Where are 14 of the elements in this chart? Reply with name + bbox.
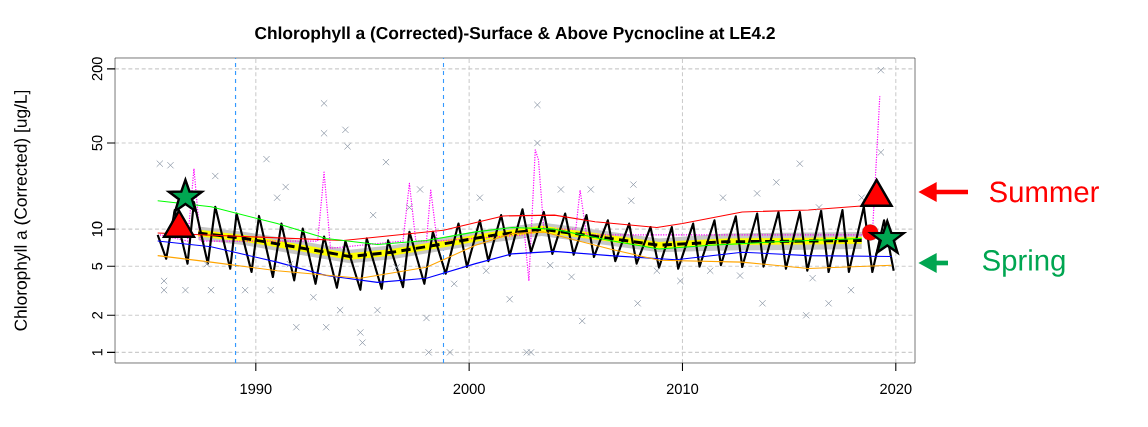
text: Summer [989,181,1099,203]
y-axis-title: Chlorophyll a (Corrected) [ug/L] [14,90,31,331]
text: Spring [982,249,1065,277]
x-tick-label: 1990 [240,383,272,395]
x-tick-label: 2020 [880,383,912,395]
y-tick-label: 2 [92,311,103,319]
y-tick-label: 10 [91,221,103,237]
y-tick-label: 50 [91,135,103,151]
x-tick-label: 2000 [453,383,485,395]
chart-title: Chlorophyll a (Corrected)-Surface & Above Pycnocline at LE4.2 [255,26,775,43]
y-tick-label: 1 [92,349,103,356]
x-tick-label: 2010 [666,383,699,395]
y-tick-label: 200 [91,57,103,81]
y-tick-label: 5 [92,262,103,270]
